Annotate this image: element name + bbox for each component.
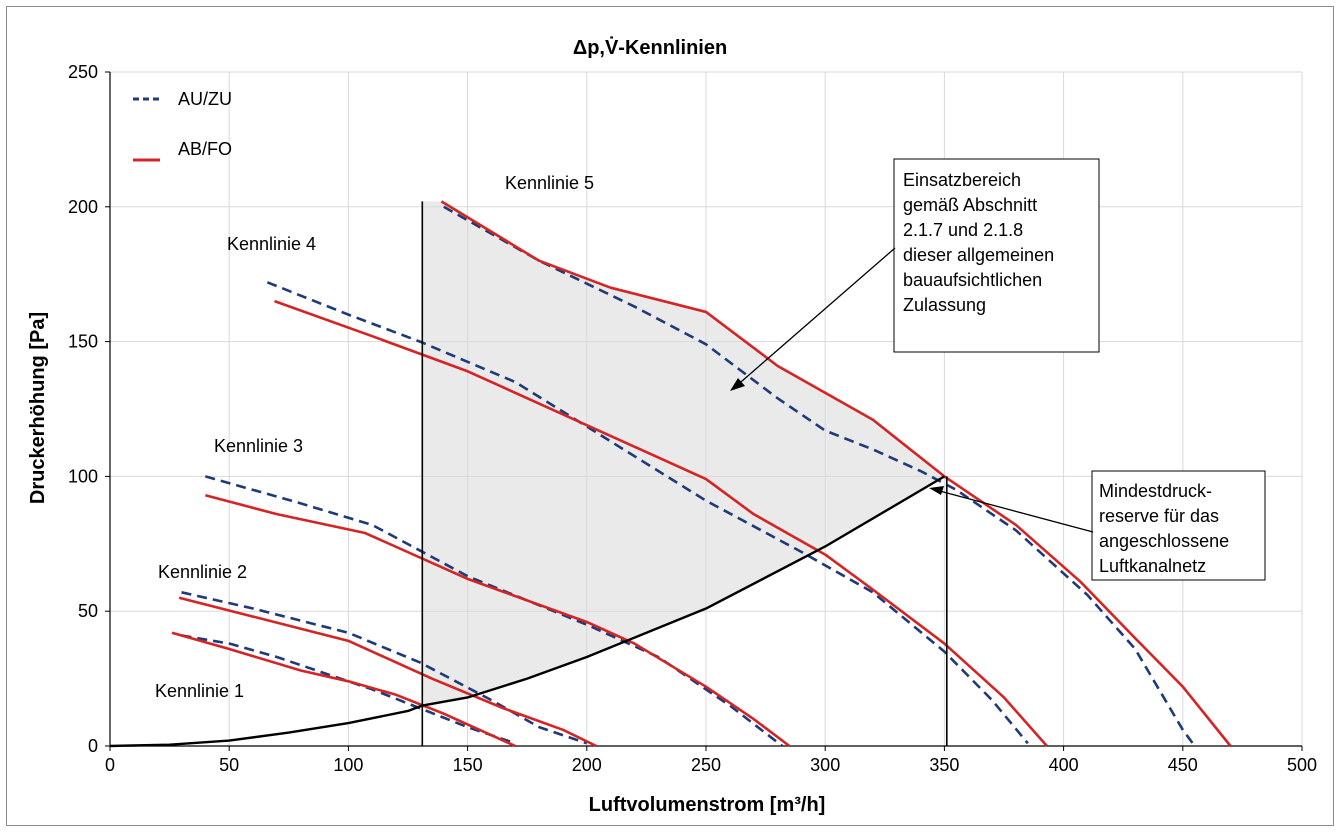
- series-line-kennlinie-2-ab-fo: [178, 596, 597, 748]
- curve-label-5: Kennlinie 5: [505, 173, 594, 193]
- annotation-line: 2.1.7 und 2.1.8: [903, 220, 1023, 240]
- legend-label-ab-fo: AB/FO: [178, 139, 232, 159]
- annotation-box-operating-range: [893, 158, 1100, 353]
- y-tick-label: 250: [68, 62, 98, 82]
- series-line-kennlinie-1-au-zu: [181, 634, 516, 745]
- series-line-kennlinie-5-au-zu: [443, 205, 1196, 747]
- series-line-kennlinie-3-ab-fo: [205, 494, 791, 748]
- curve-label-4: Kennlinie 4: [227, 234, 316, 254]
- series-line-kennlinie-5-ab-fo: [440, 200, 1232, 747]
- curve-label-3: Kennlinie 3: [214, 436, 303, 456]
- series-line-kennlinie-4-ab-fo: [274, 299, 1048, 747]
- x-tick-label: 200: [572, 755, 602, 775]
- x-tick-label: 500: [1287, 755, 1317, 775]
- x-tick-label: 350: [929, 755, 959, 775]
- y-tick-label: 100: [68, 466, 98, 486]
- y-axis-title: Druckerhöhung [Pa]: [27, 312, 49, 504]
- arrow-head: [929, 486, 944, 495]
- legend: AU/ZU AB/FO: [133, 89, 232, 162]
- annotation-line: bauaufsichtlichen: [903, 270, 1042, 290]
- annotation-line: reserve für das: [1099, 506, 1219, 526]
- x-tick-label: 50: [219, 755, 239, 775]
- x-tick-label: 250: [691, 755, 721, 775]
- annotation-box-pressure-reserve: [1091, 470, 1266, 581]
- series-line-kennlinie-1-ab-fo: [171, 631, 516, 748]
- series-line-kennlinie-2-au-zu: [181, 591, 588, 745]
- annotation-line: Mindestdruck-: [1099, 481, 1212, 501]
- annotation-line: dieser allgemeinen: [903, 245, 1054, 265]
- annotation-line: Einsatzbereich: [903, 170, 1021, 190]
- chart-frame: [6, 6, 1334, 826]
- annotation-pressure-reserve: Mindestdruck- reserve für das angeschlos…: [929, 470, 1266, 581]
- x-axis-title: Luftvolumenstrom [m³/h]: [589, 794, 826, 816]
- annotation-arrow: [935, 489, 1094, 533]
- x-tick-label: 100: [333, 755, 363, 775]
- series-line-kennlinie-3-au-zu: [205, 475, 784, 748]
- y-tick-label: 50: [78, 601, 98, 621]
- annotation-operating-range: Einsatzbereich gemäß Abschnitt 2.1.7 und…: [730, 158, 1100, 391]
- arrow-head: [730, 378, 745, 391]
- curve-label-1: Kennlinie 1: [155, 681, 244, 701]
- curve-label-2: Kennlinie 2: [158, 562, 247, 582]
- annotation-line: gemäß Abschnitt: [903, 195, 1037, 215]
- operating-range-area: [422, 201, 945, 706]
- chart-title: Δp,V̇-Kennlinien: [573, 35, 727, 59]
- y-tick-label: 200: [68, 197, 98, 217]
- annotation-line: angeschlossene: [1099, 531, 1229, 551]
- x-tick-label: 0: [105, 755, 115, 775]
- annotation-line: Zulassung: [903, 295, 986, 315]
- annotation-arrow: [733, 247, 896, 389]
- x-tick-label: 450: [1168, 755, 1198, 775]
- x-tick-label: 150: [453, 755, 483, 775]
- y-tick-label: 0: [88, 736, 98, 756]
- legend-label-au-zu: AU/ZU: [178, 89, 232, 109]
- y-tick-label: 150: [68, 332, 98, 352]
- x-tick-label: 400: [1049, 755, 1079, 775]
- annotation-line: Luftkanalnetz: [1099, 556, 1206, 576]
- x-tick-label: 300: [810, 755, 840, 775]
